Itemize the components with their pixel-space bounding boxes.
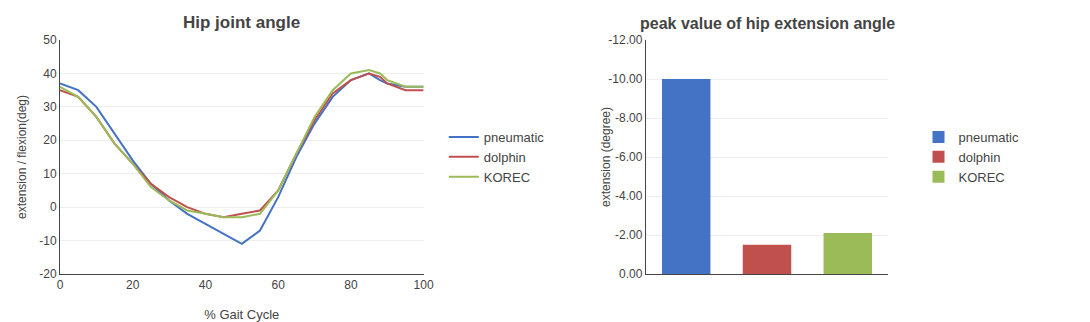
svg-text:40: 40 <box>43 67 57 81</box>
svg-text:peak value of hip extension an: peak value of hip extension angle <box>640 15 895 32</box>
svg-text:10: 10 <box>43 167 57 181</box>
svg-text:dolphin: dolphin <box>959 150 1001 165</box>
svg-text:-12.00: -12.00 <box>608 33 642 47</box>
svg-text:30: 30 <box>43 100 57 114</box>
svg-text:50: 50 <box>43 33 57 47</box>
svg-text:-20: -20 <box>39 267 57 281</box>
svg-text:0.00: 0.00 <box>619 267 643 281</box>
svg-text:-4.00: -4.00 <box>615 189 643 203</box>
svg-text:60: 60 <box>271 278 285 292</box>
svg-text:0: 0 <box>50 200 57 214</box>
svg-text:20: 20 <box>43 133 57 147</box>
svg-text:-10: -10 <box>39 234 57 248</box>
svg-text:extension (degree): extension (degree) <box>599 107 613 207</box>
svg-text:Hip joint angle: Hip joint angle <box>183 13 300 32</box>
svg-text:100: 100 <box>414 278 434 292</box>
svg-text:KOREC: KOREC <box>484 170 530 185</box>
svg-text:40: 40 <box>199 278 213 292</box>
svg-text:20: 20 <box>126 278 140 292</box>
svg-text:pneumatic: pneumatic <box>959 130 1019 145</box>
svg-text:% Gait Cycle: % Gait Cycle <box>204 307 279 322</box>
svg-text:80: 80 <box>344 278 358 292</box>
svg-text:extension / flexion(deg): extension / flexion(deg) <box>15 95 29 219</box>
svg-text:-10.00: -10.00 <box>608 72 642 86</box>
svg-text:pneumatic: pneumatic <box>484 130 544 145</box>
svg-text:0: 0 <box>57 278 64 292</box>
svg-text:KOREC: KOREC <box>959 170 1005 185</box>
svg-text:-6.00: -6.00 <box>615 150 643 164</box>
svg-text:-2.00: -2.00 <box>615 228 643 242</box>
svg-text:-8.00: -8.00 <box>615 111 643 125</box>
svg-text:dolphin: dolphin <box>484 150 526 165</box>
